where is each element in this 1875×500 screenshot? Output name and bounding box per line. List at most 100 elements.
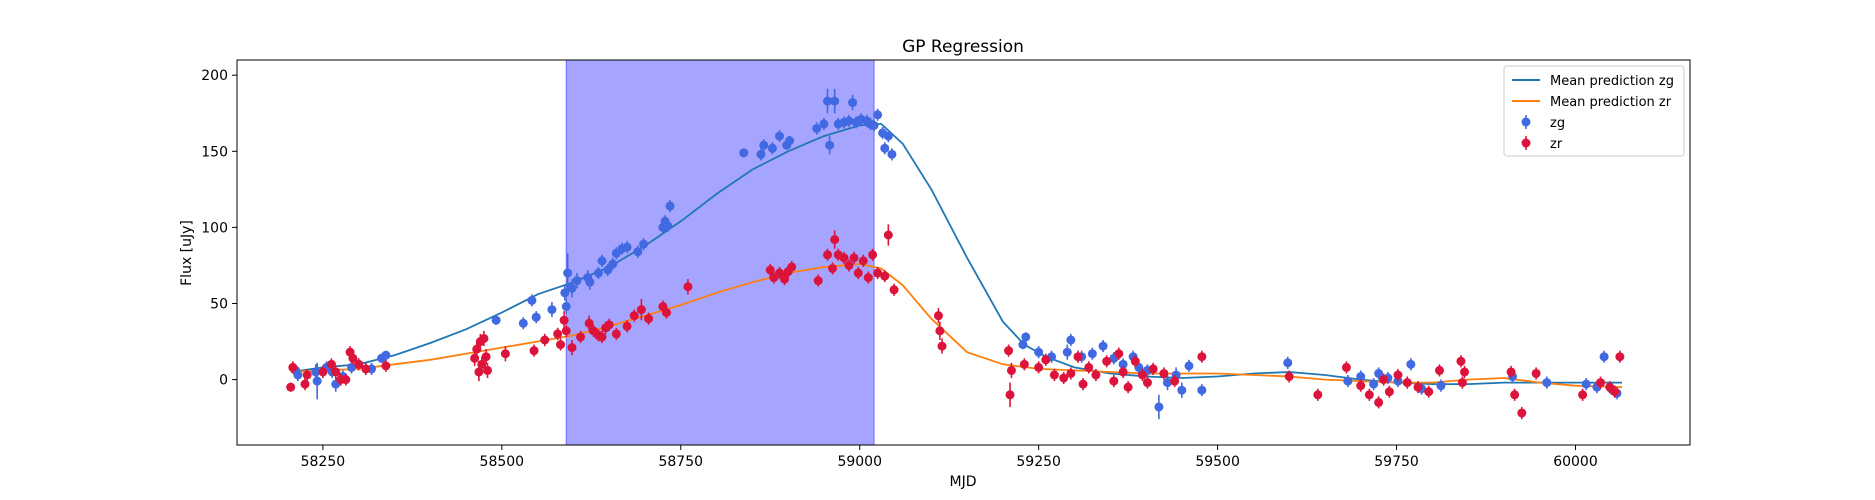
data-point bbox=[1531, 368, 1541, 378]
data-point bbox=[1066, 335, 1076, 345]
data-point bbox=[481, 352, 491, 362]
data-point bbox=[604, 320, 614, 330]
data-point bbox=[1413, 382, 1423, 392]
y-tick-label: 50 bbox=[210, 296, 228, 312]
data-point bbox=[873, 268, 883, 278]
data-point bbox=[470, 353, 480, 363]
data-point bbox=[1369, 379, 1379, 389]
series-line-zg bbox=[290, 122, 1622, 385]
data-point bbox=[1596, 378, 1606, 388]
data-point bbox=[665, 201, 675, 211]
data-point bbox=[1041, 355, 1051, 365]
data-point bbox=[603, 265, 613, 275]
data-point bbox=[302, 370, 312, 380]
data-point bbox=[584, 318, 594, 328]
data-point bbox=[1384, 387, 1394, 397]
data-point bbox=[1005, 390, 1015, 400]
data-point bbox=[1034, 347, 1044, 357]
data-point bbox=[1424, 387, 1434, 397]
data-point bbox=[1393, 370, 1403, 380]
data-point bbox=[883, 230, 893, 240]
data-point bbox=[1374, 368, 1384, 378]
data-point bbox=[1021, 332, 1031, 342]
data-point bbox=[559, 315, 569, 325]
data-point bbox=[1084, 362, 1094, 372]
data-point bbox=[1159, 368, 1169, 378]
data-point bbox=[1542, 378, 1552, 388]
data-point bbox=[1184, 361, 1194, 371]
data-point bbox=[869, 120, 879, 130]
data-point bbox=[1098, 341, 1108, 351]
data-point bbox=[1073, 352, 1083, 362]
data-point bbox=[1154, 402, 1164, 412]
data-point bbox=[483, 365, 493, 375]
data-point bbox=[563, 268, 573, 278]
data-point bbox=[883, 131, 893, 141]
data-point bbox=[873, 110, 883, 120]
data-point bbox=[1364, 390, 1374, 400]
y-tick-label: 100 bbox=[201, 220, 228, 236]
legend-entry-label: Mean prediction zg bbox=[1550, 74, 1674, 89]
data-point bbox=[787, 262, 797, 272]
data-point bbox=[1087, 349, 1097, 359]
data-point bbox=[844, 260, 854, 270]
data-point bbox=[312, 376, 322, 386]
x-tick-label: 60000 bbox=[1553, 454, 1598, 470]
data-point bbox=[1402, 378, 1412, 388]
data-point bbox=[1162, 378, 1172, 388]
data-point bbox=[1123, 382, 1133, 392]
data-point bbox=[479, 333, 489, 343]
data-point bbox=[1004, 346, 1014, 356]
data-point bbox=[880, 143, 890, 153]
data-point bbox=[863, 273, 873, 283]
data-point bbox=[775, 131, 785, 141]
x-tick-label: 59500 bbox=[1195, 454, 1240, 470]
data-point bbox=[1034, 362, 1044, 372]
data-point bbox=[1460, 367, 1470, 377]
data-point bbox=[331, 367, 341, 377]
legend-entry-label: Mean prediction zr bbox=[1550, 95, 1672, 110]
data-point bbox=[889, 285, 899, 295]
data-point bbox=[639, 239, 649, 249]
legend-entry-label: zg bbox=[1550, 116, 1565, 131]
data-point bbox=[1142, 378, 1152, 388]
data-point bbox=[1457, 378, 1467, 388]
x-tick-label: 58500 bbox=[480, 454, 525, 470]
y-axis-label: Flux [uJy] bbox=[179, 220, 195, 286]
data-point bbox=[1599, 352, 1609, 362]
data-point bbox=[812, 123, 822, 133]
data-point bbox=[547, 305, 557, 315]
data-point bbox=[556, 340, 566, 350]
data-point bbox=[341, 375, 351, 385]
x-tick-label: 59000 bbox=[837, 454, 882, 470]
data-point bbox=[561, 326, 571, 336]
data-point bbox=[500, 349, 510, 359]
data-point bbox=[593, 268, 603, 278]
y-tick-label: 0 bbox=[219, 373, 228, 389]
data-point bbox=[1006, 365, 1016, 375]
data-point bbox=[1436, 381, 1446, 391]
data-point bbox=[585, 277, 595, 287]
x-tick-label: 58250 bbox=[301, 454, 346, 470]
data-point bbox=[491, 315, 501, 325]
data-point bbox=[622, 321, 632, 331]
data-point bbox=[1018, 340, 1028, 350]
data-point bbox=[1148, 364, 1158, 374]
data-point bbox=[830, 96, 840, 106]
data-point bbox=[1114, 349, 1124, 359]
series-layer bbox=[286, 88, 1625, 420]
data-point bbox=[540, 335, 550, 345]
data-point bbox=[661, 308, 671, 318]
data-point bbox=[933, 311, 943, 321]
data-point bbox=[1118, 359, 1128, 369]
x-tick-label: 59250 bbox=[1016, 454, 1061, 470]
data-point bbox=[1130, 356, 1140, 366]
data-point bbox=[1510, 390, 1520, 400]
data-point bbox=[300, 379, 310, 389]
data-point bbox=[767, 143, 777, 153]
data-point bbox=[1019, 359, 1029, 369]
data-point bbox=[381, 361, 391, 371]
data-point bbox=[1066, 368, 1076, 378]
data-point bbox=[775, 268, 785, 278]
data-point bbox=[759, 140, 769, 150]
